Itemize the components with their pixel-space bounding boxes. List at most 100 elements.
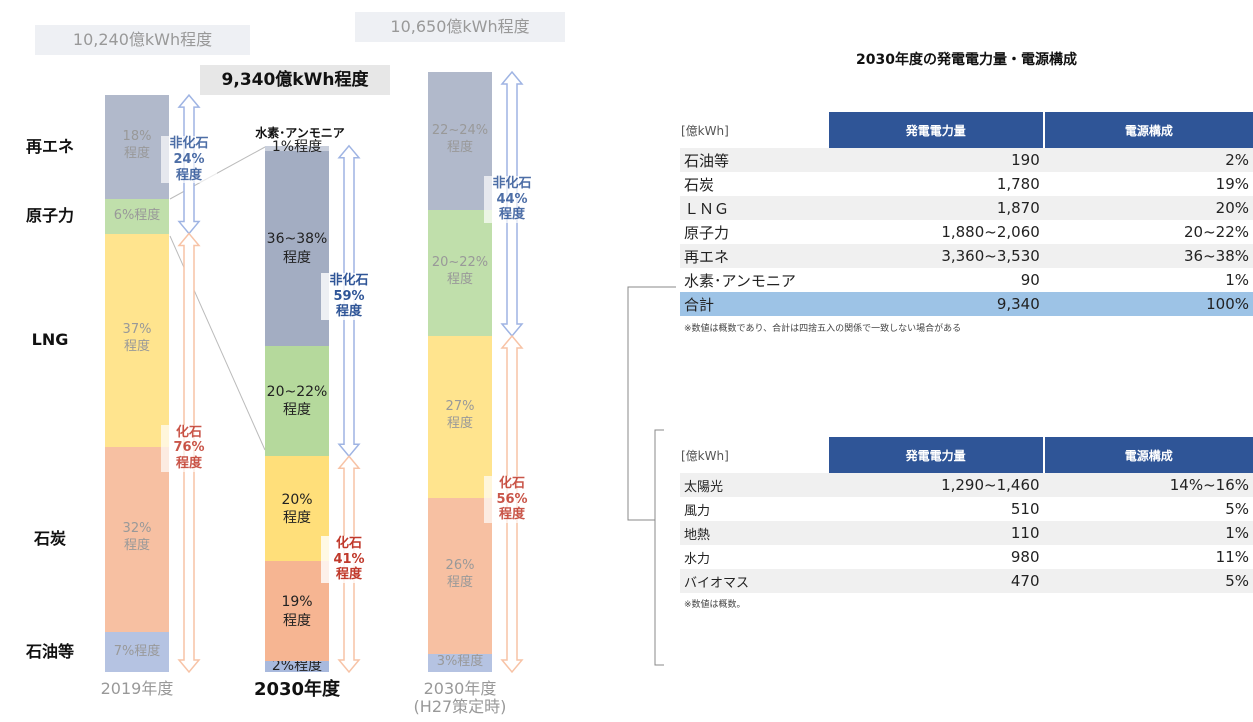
- value-label: 20~22% 程度: [266, 384, 328, 419]
- table-cell: 水素･アンモニア: [684, 271, 796, 290]
- table-cell: バイオマス: [684, 575, 750, 591]
- table: [億kWh] 発電電力量 電源構成太陽光 1,290~1,460 14%~16% 風力 51…: [680, 437, 1253, 593]
- table-cell: 2%: [1225, 151, 1249, 169]
- table-header: [億kWh]: [680, 437, 828, 473]
- bar-segment: [265, 345, 329, 457]
- table-cell: 石炭: [684, 175, 715, 194]
- table-header: 電源構成: [1042, 437, 1253, 473]
- table-cell: 1,290~1,460: [941, 476, 1040, 494]
- table-cell: 11%: [1215, 548, 1249, 566]
- table-cell: 36~38%: [1184, 247, 1249, 265]
- table-header: 発電電力量: [826, 437, 1044, 473]
- table-cell: 合計: [684, 295, 715, 314]
- bar-segment: [265, 661, 329, 672]
- value-label: 1%程度: [271, 139, 323, 156]
- series-label: 石油等: [25, 641, 74, 661]
- bar-segment: [105, 631, 169, 672]
- nonfossil-label: 非化石 24% 程度: [161, 136, 217, 184]
- table-cell: 1%: [1225, 271, 1249, 289]
- table-cell: 5%: [1225, 500, 1249, 518]
- bar-segment: [265, 145, 329, 152]
- bar-segment: [105, 447, 169, 632]
- category-label: 2019年度: [100, 679, 174, 698]
- value-label: 37% 程度: [122, 322, 152, 355]
- table-cell: 90: [1020, 271, 1040, 289]
- table-cell: 20%: [1215, 199, 1249, 217]
- table-cell: 風力: [684, 503, 711, 519]
- table-cell: 1%: [1225, 524, 1249, 542]
- value-label: 27% 程度: [445, 399, 475, 431]
- nonfossil-label: 非化石 44% 程度: [484, 176, 540, 223]
- bar-segment: [428, 498, 492, 654]
- series-label: 再エネ: [25, 137, 74, 157]
- table-cell: 石油等: [684, 151, 730, 170]
- table-cell: 110: [1010, 524, 1040, 542]
- table-cell: 1,780: [996, 175, 1040, 193]
- table-cell: 1,880~2,060: [941, 223, 1040, 241]
- value-label: 20% 程度: [281, 491, 313, 527]
- table-cell: 980: [1010, 548, 1040, 566]
- value-label: 20~22% 程度: [431, 255, 489, 287]
- table-cell: 470: [1010, 572, 1040, 590]
- table-title: 2030年度の発電電力量・電源構成: [856, 52, 1077, 68]
- table-cell: 9,340: [996, 295, 1040, 313]
- bar-segment: [428, 654, 492, 672]
- value-label: 36~38% 程度: [266, 231, 328, 266]
- value-label: 19% 程度: [281, 594, 313, 629]
- table-note: ※数値は概数。: [684, 600, 746, 610]
- table-cell: 原子力: [684, 223, 730, 242]
- table-cell: ＬＮＧ: [684, 199, 730, 218]
- fossil-label: 化石 76% 程度: [161, 424, 217, 472]
- table: [億kWh] 発電電力量 電源構成石油等 190 2% 石炭 1,780 19% ＬＮＧ 1,87…: [680, 112, 1253, 316]
- bar-segment: [265, 151, 329, 346]
- value-label: 2%程度: [271, 657, 323, 674]
- bar-segment: [105, 95, 169, 199]
- nonfossil-label: 非化石 59% 程度: [321, 273, 377, 320]
- bar-segment: [428, 336, 492, 498]
- value-label: 32% 程度: [122, 521, 152, 554]
- bar-segment: [428, 210, 492, 336]
- fossil-label: 化石 56% 程度: [484, 476, 540, 523]
- bar-segment: [105, 233, 169, 447]
- table-cell: 地熱: [684, 527, 711, 543]
- value-label: 7%程度: [113, 643, 161, 659]
- series-label: 原子力: [25, 206, 74, 226]
- table-cell: 100%: [1206, 295, 1249, 313]
- table-header: 発電電力量: [826, 112, 1044, 148]
- table-note: ※数値は概数であり、合計は四捨五入の関係で一致しない場合がある: [684, 324, 962, 335]
- table-header: [億kWh]: [680, 112, 828, 148]
- series-label: 水素･アンモニア: [255, 125, 345, 140]
- value-label: 6%程度: [113, 208, 161, 224]
- bracket: [627, 286, 676, 521]
- table-cell: 20~22%: [1184, 223, 1249, 241]
- series-label: 石炭: [33, 529, 66, 549]
- table-cell: 19%: [1215, 175, 1249, 193]
- value-label: 22~24% 程度: [431, 123, 489, 155]
- category-label: 2030年度: [253, 679, 341, 700]
- total-label: 10,240億kWh程度: [35, 25, 250, 55]
- fossil-label: 化石 41% 程度: [321, 536, 377, 583]
- total-label: 9,340億kWh程度: [200, 65, 390, 95]
- bar-segment: [428, 72, 492, 210]
- value-label: 18% 程度: [122, 129, 152, 161]
- series-label: LNG: [31, 330, 69, 350]
- table-cell: 190: [1011, 151, 1040, 169]
- total-label: 10,650億kWh程度: [355, 12, 565, 42]
- bar-segment: [265, 561, 329, 662]
- table-header: 電源構成: [1042, 112, 1253, 148]
- table-cell: 3,360~3,530: [941, 247, 1040, 265]
- table-cell: 1,870: [996, 199, 1040, 217]
- table-cell: 5%: [1225, 572, 1249, 590]
- table-cell: 太陽光: [684, 479, 724, 495]
- table-cell: 再エネ: [684, 247, 730, 266]
- table-cell: 14%~16%: [1169, 476, 1249, 494]
- category-label: 2030年度 (H27策定時): [413, 679, 507, 716]
- value-label: 26% 程度: [445, 558, 475, 590]
- bar-segment: [265, 456, 329, 562]
- bar-segment: [105, 198, 169, 234]
- bracket: [654, 429, 664, 666]
- table-cell: 水力: [684, 551, 711, 567]
- table-cell: 510: [1010, 500, 1040, 518]
